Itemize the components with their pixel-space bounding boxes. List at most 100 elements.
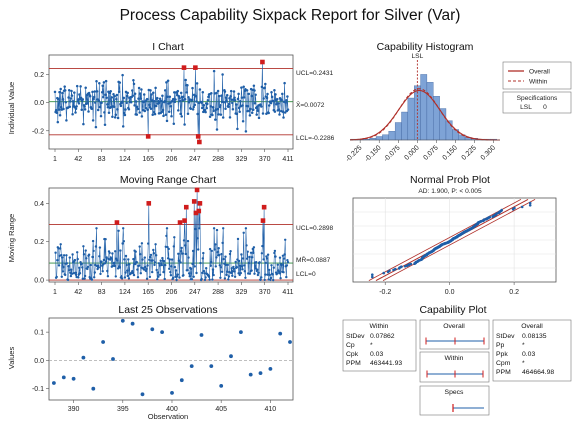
mr-chart-point [205,267,208,270]
mr-chart-point [173,265,177,269]
mr-chart-point [170,258,174,261]
mr-chart-point [214,243,217,246]
i-chart-point [112,92,115,96]
mr-chart-point [156,278,159,281]
i-chart-point [76,100,79,103]
i-chart-point [132,82,136,86]
i-chart-point [195,100,198,103]
i-chart-point [67,96,70,99]
i-chart-point [127,107,131,111]
i-chart-point [284,101,287,104]
i-chart-point [181,99,185,102]
mr-chart-point [177,252,180,255]
mr-chart-point [173,236,176,239]
i-chart-point [107,111,111,114]
mr-chart-point [239,271,242,275]
i-chart-xtick-label: 124 [119,156,131,163]
i-chart-point [224,96,228,99]
mr-chart-out-of-control-point [197,201,203,206]
mr-chart-point [238,273,241,277]
mr-chart-point [199,261,202,265]
histogram-bar [375,136,383,141]
mr-chart-point [62,254,66,257]
mr-chart-point [100,260,103,263]
within-stat-label: Cp [346,342,355,349]
mr-chart-point [74,271,77,274]
i-chart-point [216,107,219,111]
i-chart-point [144,106,148,110]
i-chart-point [236,97,240,101]
histogram-lsl-label: LSL [412,53,424,60]
i-chart-point [270,91,273,94]
i-chart-point [210,91,213,95]
i-chart-point [196,112,199,116]
mr-chart-point [114,250,117,253]
mr-chart-point [124,254,128,258]
mr-chart-point [190,267,193,270]
i-chart-point [70,89,73,93]
mr-chart-point [131,270,134,273]
i-chart-point [260,85,264,89]
i-chart-point [118,81,122,84]
i-chart-point [240,86,243,89]
histogram-xtick-label: -0.075 [383,144,402,163]
mr-chart-point [283,253,286,256]
mr-chart-point [276,263,279,266]
i-chart-point [87,110,90,113]
i-chart-point [212,109,215,113]
last25-ytick-label: 0.1 [34,330,44,337]
i-chart-point [260,105,263,108]
i-chart-point [225,100,228,103]
i-chart-point [275,98,279,101]
mr-chart-point [245,244,248,247]
i-chart-point [158,101,161,104]
mr-chart-ytick-label: 0.4 [34,201,44,208]
i-chart-out-of-control-point [197,139,202,145]
i-chart-point [158,97,162,101]
i-chart-point [204,110,207,114]
mr-chart-point [149,255,152,259]
mr-chart-point [228,252,232,256]
i-chart-point [278,113,281,116]
mr-chart-point [223,262,226,265]
i-chart-point [255,113,258,116]
i-chart-ytick-label: 0.2 [34,72,44,79]
i-chart-point [80,108,83,112]
mr-chart-point [167,247,170,251]
last25-point [189,364,194,368]
i-chart-point [113,95,116,98]
mr-chart-point [126,274,129,278]
i-chart-point [270,95,274,99]
mr-chart-point [227,275,231,278]
last25-point [219,384,224,388]
legend-box [502,61,572,90]
i-chart-point [86,102,89,105]
mr-chart-point [169,274,173,277]
last25-ylabel: Values [7,347,16,370]
prob-plot-subtitle: AD: 1.900, P: < 0.005 [418,188,482,195]
mr-chart-point [243,270,246,273]
prob-plot-point [488,215,492,219]
i-chart-point [116,108,119,111]
mr-chart-point [235,266,239,269]
i-chart-point [117,90,121,94]
mr-chart-point [82,253,86,256]
mr-chart-ytick-label: 0.2 [34,239,44,246]
i-chart-point [285,99,288,102]
i-chart-point [121,73,124,77]
mr-chart-point [249,251,253,254]
mr-chart-point [257,271,260,274]
mr-chart-point [168,258,171,261]
mr-chart-point [62,265,65,269]
i-chart-point [114,113,118,116]
specs-interval-label: Specs [445,389,464,396]
mr-chart-xtick-label: 411 [282,289,293,296]
last25-xtick-label: 395 [117,406,129,413]
i-chart-point [283,111,287,114]
mr-chart-point [141,258,144,261]
mr-chart-point [178,276,181,279]
mr-chart-point [128,263,131,266]
mr-chart-point [244,276,247,279]
i-chart-point [91,90,94,94]
